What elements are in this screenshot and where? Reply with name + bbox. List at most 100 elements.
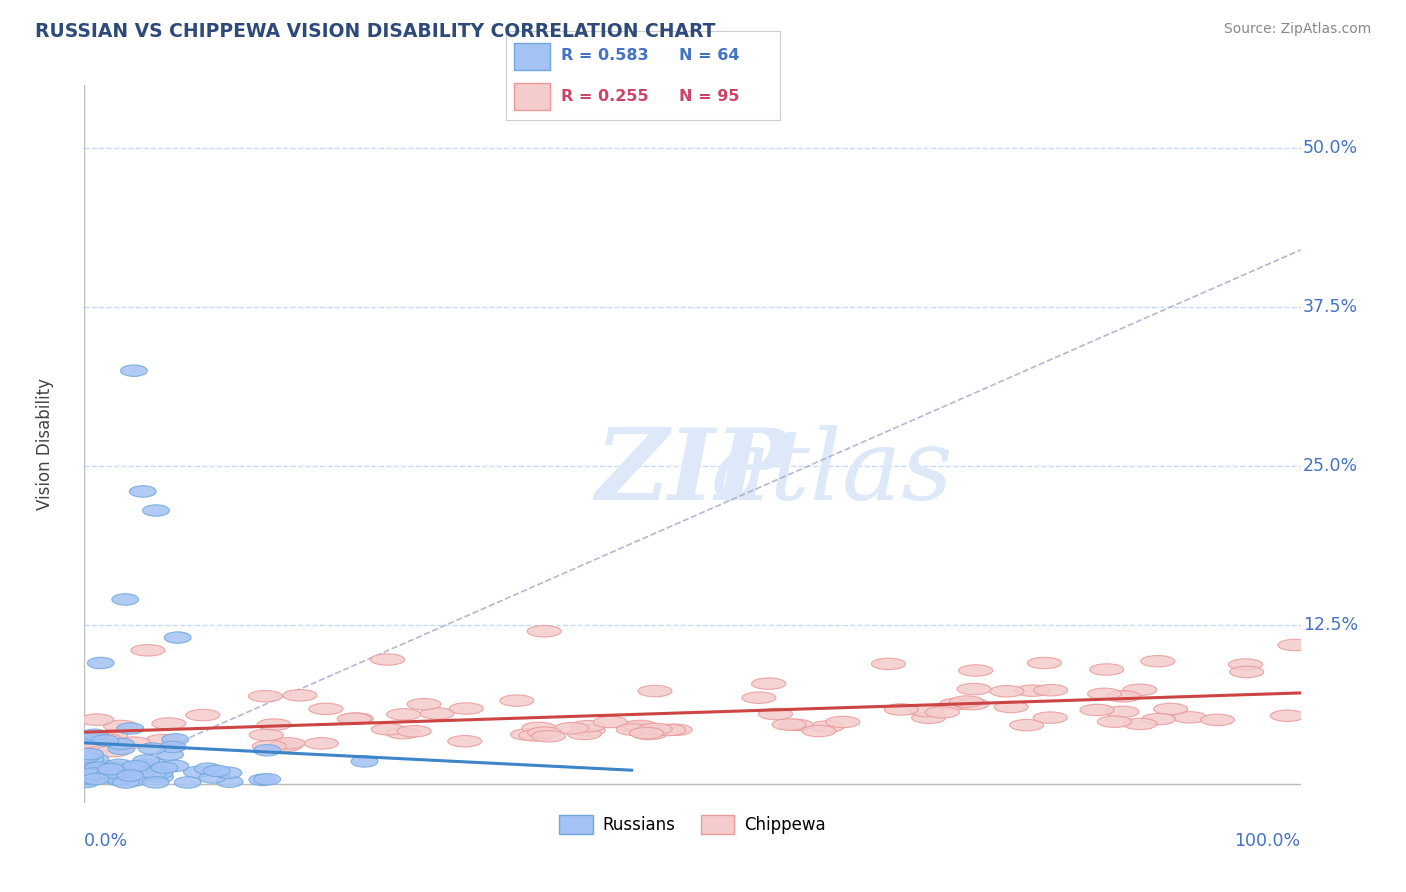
Ellipse shape	[86, 740, 120, 752]
Ellipse shape	[371, 723, 405, 735]
Ellipse shape	[194, 763, 221, 774]
Ellipse shape	[129, 486, 156, 497]
Ellipse shape	[139, 743, 166, 755]
Ellipse shape	[77, 754, 104, 765]
Ellipse shape	[911, 712, 946, 723]
Ellipse shape	[117, 770, 143, 781]
Ellipse shape	[309, 703, 343, 714]
Ellipse shape	[447, 736, 482, 747]
Ellipse shape	[450, 703, 484, 714]
Ellipse shape	[1028, 657, 1062, 669]
Ellipse shape	[420, 707, 454, 719]
Text: 25.0%: 25.0%	[1303, 457, 1358, 475]
Ellipse shape	[215, 767, 242, 779]
Ellipse shape	[128, 771, 155, 782]
Ellipse shape	[1090, 664, 1123, 675]
Ellipse shape	[593, 716, 627, 728]
Ellipse shape	[519, 730, 553, 741]
Ellipse shape	[80, 768, 107, 780]
Ellipse shape	[156, 749, 183, 760]
Ellipse shape	[959, 665, 993, 676]
Ellipse shape	[72, 751, 98, 763]
Ellipse shape	[1278, 640, 1312, 651]
Text: 12.5%: 12.5%	[1303, 615, 1358, 634]
Ellipse shape	[1142, 714, 1175, 725]
Ellipse shape	[633, 729, 666, 739]
Text: R = 0.255: R = 0.255	[561, 89, 648, 103]
Ellipse shape	[957, 683, 991, 695]
Ellipse shape	[142, 758, 169, 770]
Ellipse shape	[772, 719, 806, 731]
Ellipse shape	[527, 625, 561, 637]
Ellipse shape	[73, 776, 100, 788]
Ellipse shape	[254, 773, 281, 785]
Ellipse shape	[1123, 718, 1157, 730]
Ellipse shape	[165, 632, 191, 643]
Ellipse shape	[122, 761, 149, 772]
Ellipse shape	[104, 773, 131, 785]
Ellipse shape	[884, 704, 918, 715]
Ellipse shape	[252, 740, 287, 752]
Ellipse shape	[82, 754, 108, 765]
Ellipse shape	[121, 774, 148, 786]
Ellipse shape	[162, 734, 188, 745]
Ellipse shape	[94, 730, 128, 741]
Ellipse shape	[72, 773, 98, 785]
Ellipse shape	[82, 732, 108, 744]
Ellipse shape	[1015, 685, 1049, 697]
Ellipse shape	[387, 708, 420, 720]
Ellipse shape	[638, 685, 672, 697]
Ellipse shape	[1033, 712, 1067, 723]
Ellipse shape	[955, 698, 988, 710]
Ellipse shape	[184, 766, 211, 778]
Text: RUSSIAN VS CHIPPEWA VISION DISABILITY CORRELATION CHART: RUSSIAN VS CHIPPEWA VISION DISABILITY CO…	[35, 22, 716, 41]
Ellipse shape	[249, 774, 276, 786]
Ellipse shape	[129, 759, 156, 771]
Ellipse shape	[269, 740, 302, 752]
Ellipse shape	[337, 713, 371, 724]
Ellipse shape	[87, 657, 114, 669]
Ellipse shape	[108, 743, 135, 755]
Ellipse shape	[142, 777, 169, 788]
Ellipse shape	[638, 723, 672, 735]
Ellipse shape	[108, 739, 135, 749]
Ellipse shape	[84, 762, 111, 773]
Ellipse shape	[801, 725, 835, 737]
Ellipse shape	[249, 730, 283, 740]
Ellipse shape	[97, 767, 124, 779]
Text: Source: ZipAtlas.com: Source: ZipAtlas.com	[1223, 22, 1371, 37]
Ellipse shape	[990, 686, 1024, 697]
Text: ZIP: ZIP	[595, 425, 790, 521]
Ellipse shape	[117, 723, 143, 734]
Ellipse shape	[658, 724, 692, 736]
Ellipse shape	[1271, 710, 1305, 722]
Ellipse shape	[742, 692, 776, 704]
Ellipse shape	[616, 724, 650, 735]
Text: 100.0%: 100.0%	[1234, 831, 1301, 849]
Ellipse shape	[1230, 666, 1264, 678]
Ellipse shape	[253, 745, 280, 756]
Ellipse shape	[112, 777, 139, 789]
Ellipse shape	[146, 767, 173, 779]
Text: N = 95: N = 95	[679, 89, 740, 103]
Ellipse shape	[939, 698, 973, 710]
Ellipse shape	[142, 505, 169, 516]
Ellipse shape	[872, 658, 905, 670]
Ellipse shape	[82, 729, 108, 740]
Ellipse shape	[174, 777, 201, 789]
Ellipse shape	[1088, 688, 1122, 699]
Ellipse shape	[132, 755, 159, 766]
Ellipse shape	[91, 760, 118, 772]
Ellipse shape	[1153, 703, 1188, 714]
Ellipse shape	[257, 719, 291, 731]
Ellipse shape	[104, 720, 138, 731]
Ellipse shape	[1229, 659, 1263, 670]
Ellipse shape	[810, 721, 845, 732]
Ellipse shape	[554, 723, 589, 734]
Ellipse shape	[1033, 684, 1067, 696]
Ellipse shape	[1080, 705, 1114, 715]
Ellipse shape	[499, 695, 534, 706]
Ellipse shape	[159, 741, 186, 753]
Ellipse shape	[779, 719, 813, 731]
Ellipse shape	[91, 735, 118, 746]
